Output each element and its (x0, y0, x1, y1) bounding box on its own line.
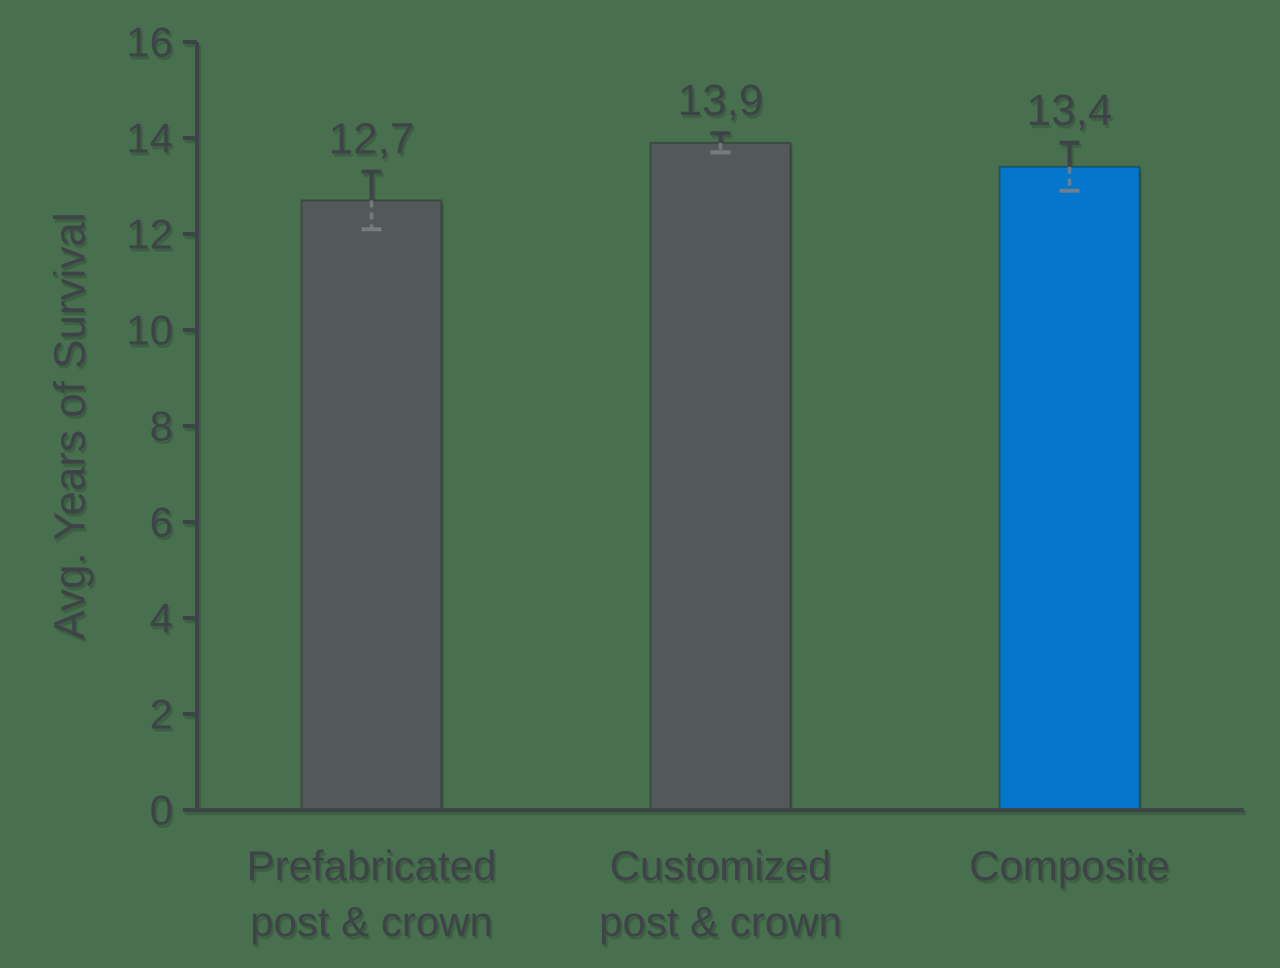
y-tick-label: 0 (150, 787, 173, 834)
bars-group (300, 141, 1141, 812)
y-tick-label: 8 (150, 403, 173, 450)
y-tick-labels-group: 0 2 4 6 8 10 12 14 16 (126, 19, 173, 834)
y-tick-label: 14 (126, 115, 173, 162)
y-tick-label: 2 (150, 691, 173, 738)
error-bars-group (361, 131, 1080, 232)
bar-composite (998, 165, 1141, 812)
y-tick-label: 10 (126, 307, 173, 354)
x-tick-label: post & crown (250, 898, 493, 945)
bar-customized (649, 141, 792, 812)
axes-group (183, 40, 1244, 812)
y-axis-title-group: Avg. Years of Survival (46, 212, 95, 639)
x-tick-label: Customized (610, 842, 832, 889)
y-tick-label: 6 (150, 499, 173, 546)
x-tick-label: Composite (969, 842, 1170, 889)
x-tick-label: Prefabricated (247, 842, 497, 889)
y-axis-title: Avg. Years of Survival (46, 212, 95, 639)
y-tick-label: 16 (126, 19, 173, 66)
bar-prefabricated (300, 199, 443, 811)
x-tick-label: post & crown (599, 898, 842, 945)
bar-value-label: 13,9 (678, 76, 764, 125)
x-tick-labels-group: Prefabricated post & crown Customized post … (247, 842, 1170, 945)
value-labels-group: 12,7 13,9 13,4 (329, 76, 1113, 163)
bar-value-label: 13,4 (1027, 86, 1113, 135)
y-tick-label: 4 (150, 595, 173, 642)
y-tick-label: 12 (126, 211, 173, 258)
bar-value-label: 12,7 (329, 115, 415, 164)
